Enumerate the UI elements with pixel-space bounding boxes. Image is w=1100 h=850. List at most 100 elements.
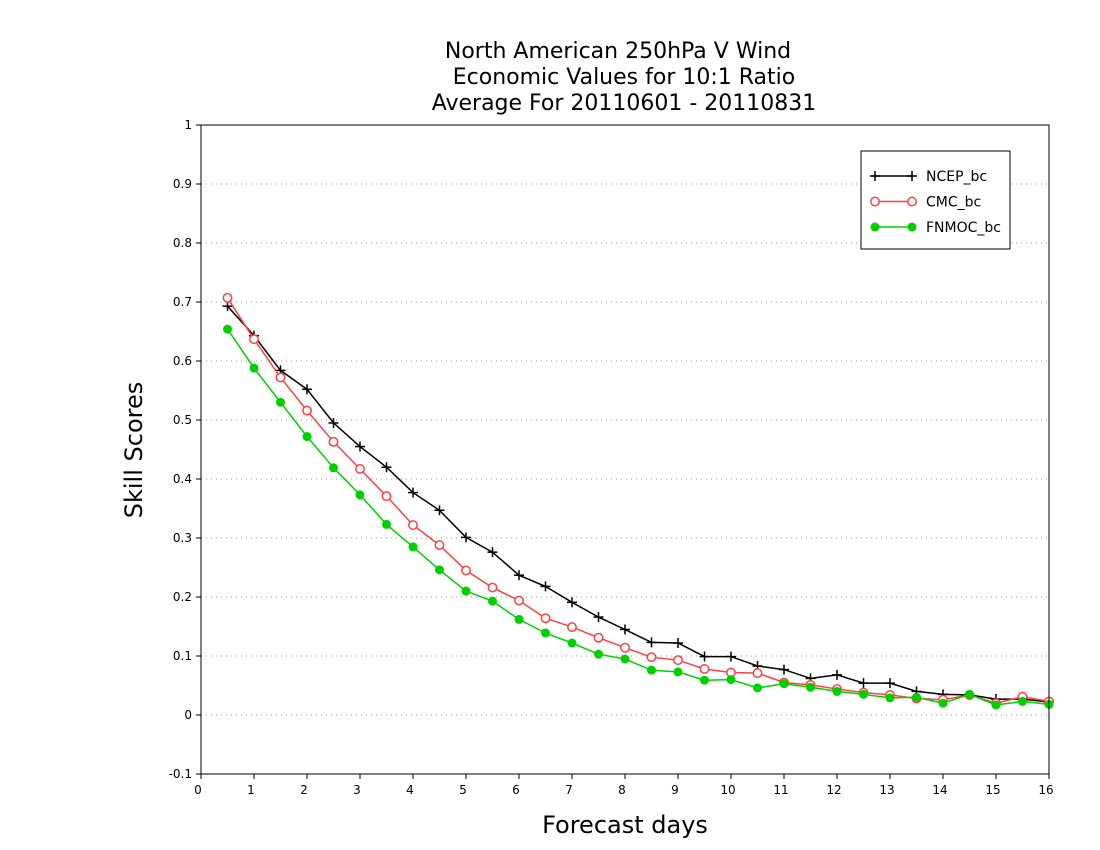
data-point-cmc-bc xyxy=(408,520,418,530)
legend-marker xyxy=(870,196,880,207)
data-point-fnmoc-bc xyxy=(594,649,603,659)
data-point-ncep-bc xyxy=(381,462,392,473)
legend: NCEP_bc CMC_bc FNMOC_bc xyxy=(860,150,1011,250)
series-layer xyxy=(222,292,1054,710)
data-point-cmc-bc xyxy=(434,540,445,551)
grid-lines xyxy=(201,183,1049,716)
x-tick-label: 5 xyxy=(459,783,467,797)
data-point-cmc-bc xyxy=(673,655,683,666)
data-point-fnmoc-bc xyxy=(832,686,842,696)
legend-item-fnmoc-bc: FNMOC_bc xyxy=(870,220,1001,236)
data-point-ncep-bc xyxy=(487,547,498,558)
data-point-fnmoc-bc xyxy=(859,689,868,699)
y-tick-label: 0.4 xyxy=(173,472,192,486)
data-point-cmc-bc xyxy=(699,664,710,674)
legend-marker xyxy=(870,171,880,181)
data-point-fnmoc-bc xyxy=(806,682,815,692)
y-tick-label: 0.2 xyxy=(173,590,192,604)
x-tick-label: 15 xyxy=(985,783,1000,797)
data-point-ncep-bc xyxy=(832,669,842,680)
data-point-ncep-bc xyxy=(646,637,657,648)
data-point-fnmoc-bc xyxy=(647,665,656,675)
data-point-fnmoc-bc xyxy=(567,638,577,648)
y-tick-label: 0.9 xyxy=(173,177,192,191)
y-tick-label: -0.1 xyxy=(169,767,192,781)
data-point-fnmoc-bc xyxy=(965,689,974,699)
data-point-cmc-bc xyxy=(222,292,233,303)
data-point-fnmoc-bc xyxy=(355,490,365,500)
data-point-cmc-bc xyxy=(461,565,471,576)
series-fnmoc-bc xyxy=(223,324,1054,710)
data-point-cmc-bc xyxy=(328,436,339,447)
data-point-ncep-bc xyxy=(540,581,551,592)
legend-item-ncep-bc: NCEP_bc xyxy=(870,169,987,185)
data-point-ncep-bc xyxy=(858,678,869,689)
data-point-ncep-bc xyxy=(885,678,895,689)
data-point-fnmoc-bc xyxy=(249,363,259,373)
data-point-fnmoc-bc xyxy=(223,324,232,334)
data-point-fnmoc-bc xyxy=(700,675,709,685)
series-line-cmc-bc xyxy=(226,297,1050,704)
y-tick-label: 0.3 xyxy=(173,531,192,545)
y-axis-title: Skill Scores xyxy=(120,382,148,519)
series-cmc-bc xyxy=(222,292,1054,709)
data-point-ncep-bc xyxy=(355,441,365,452)
x-tick-label: 10 xyxy=(720,783,735,797)
x-tick-label: 11 xyxy=(773,783,788,797)
data-point-ncep-bc xyxy=(699,651,710,662)
data-point-cmc-bc xyxy=(302,405,312,416)
legend-marker xyxy=(907,171,917,181)
legend-label: CMC_bc xyxy=(926,195,981,211)
chart-title: North American 250hPa V Wind Economic Va… xyxy=(432,39,817,116)
series-line-fnmoc-bc xyxy=(226,328,1050,706)
data-point-fnmoc-bc xyxy=(1018,696,1027,706)
data-point-cmc-bc xyxy=(752,668,763,679)
legend-marker xyxy=(907,196,917,207)
y-tick-label: 0 xyxy=(184,708,192,722)
axes: -0.100.10.20.30.40.50.60.70.80.910 1 2 3 4 5 6… xyxy=(169,118,1054,797)
data-point-fnmoc-bc xyxy=(302,432,312,442)
x-tick-label: 13 xyxy=(879,783,894,797)
data-point-ncep-bc xyxy=(328,417,339,428)
data-point-cmc-bc xyxy=(514,595,524,606)
legend-box xyxy=(860,150,1011,250)
data-point-fnmoc-bc xyxy=(329,463,338,473)
data-point-fnmoc-bc xyxy=(488,596,497,606)
x-tick-label: 0 xyxy=(194,783,202,797)
x-tick-label: 7 xyxy=(565,783,573,797)
series-line-ncep-bc xyxy=(226,305,1050,703)
data-point-ncep-bc xyxy=(567,597,577,608)
data-point-ncep-bc xyxy=(434,505,445,516)
data-point-fnmoc-bc xyxy=(912,692,921,702)
x-tick-label: 8 xyxy=(618,783,626,797)
title-line-1: North American 250hPa V Wind xyxy=(445,39,791,64)
data-point-fnmoc-bc xyxy=(620,654,630,664)
data-point-cmc-bc xyxy=(249,334,259,345)
data-point-cmc-bc xyxy=(540,613,551,624)
x-tick-label: 14 xyxy=(932,783,947,797)
data-point-ncep-bc xyxy=(620,624,630,635)
data-point-cmc-bc xyxy=(567,622,577,633)
x-tick-label: 4 xyxy=(406,783,414,797)
data-point-cmc-bc xyxy=(355,464,365,474)
data-point-fnmoc-bc xyxy=(885,693,895,703)
data-point-ncep-bc xyxy=(461,532,471,543)
data-point-fnmoc-bc xyxy=(991,700,1001,710)
data-point-ncep-bc xyxy=(408,487,418,498)
x-axis-title: Forecast days xyxy=(542,811,708,839)
title-line-3: Average For 20110601 - 20110831 xyxy=(432,91,817,116)
data-point-cmc-bc xyxy=(275,372,286,383)
title-line-2: Economic Values for 10:1 Ratio xyxy=(453,65,795,90)
data-point-fnmoc-bc xyxy=(541,628,550,638)
data-point-cmc-bc xyxy=(487,582,498,593)
data-point-fnmoc-bc xyxy=(779,679,789,689)
legend-marker xyxy=(870,222,880,232)
data-point-cmc-bc xyxy=(593,632,604,643)
legend-item-cmc-bc: CMC_bc xyxy=(870,195,981,211)
data-point-fnmoc-bc xyxy=(726,675,736,685)
data-point-fnmoc-bc xyxy=(408,542,418,552)
y-tick-label: 0.8 xyxy=(173,236,192,250)
data-point-ncep-bc xyxy=(593,612,604,623)
data-point-fnmoc-bc xyxy=(938,698,948,708)
data-point-ncep-bc xyxy=(779,664,789,675)
